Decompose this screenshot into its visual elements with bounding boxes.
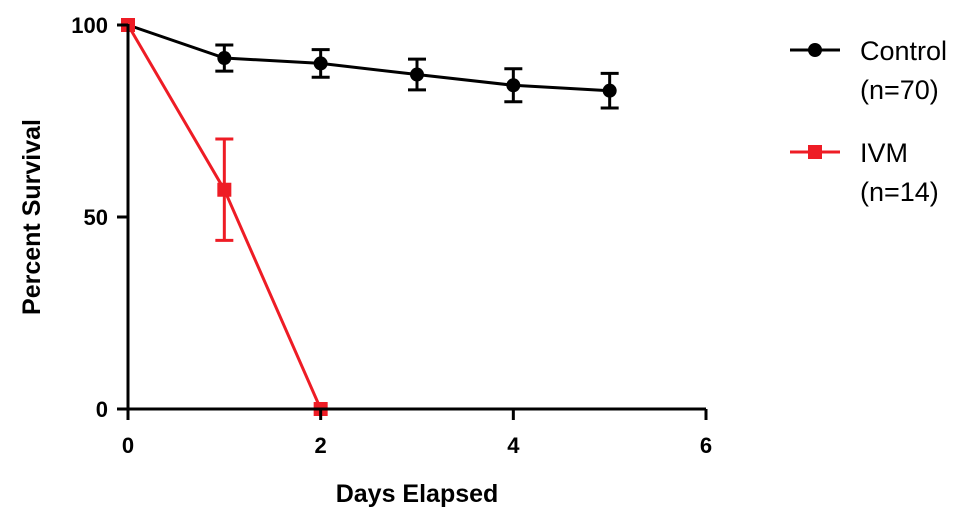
legend-sublabel-1: (n=14) [860, 177, 939, 207]
x-tick-label-0: 0 [122, 433, 134, 458]
series-1-point-1 [217, 182, 232, 197]
legend-label-1: IVM [860, 138, 908, 168]
legend-marker-1 [808, 145, 822, 159]
y-tick-label-2: 100 [71, 13, 108, 38]
x-axis-title: Days Elapsed [336, 480, 499, 508]
legend-label-0: Control [860, 36, 947, 66]
legend-entry-1: IVM (n=14) [790, 138, 939, 207]
legend: Control (n=70) IVM (n=14) [790, 36, 947, 207]
series-0-point-3 [410, 67, 424, 82]
series-0 [121, 18, 619, 110]
x-tick-label-1: 2 [315, 433, 327, 458]
series-0-point-2 [313, 56, 328, 71]
series-0-point-5 [602, 83, 617, 98]
x-tick-label-3: 6 [700, 433, 712, 458]
y-axis-title: Percent Survival [18, 119, 46, 315]
series-0-point-4 [506, 78, 521, 93]
x-tick-label-2: 4 [507, 433, 520, 458]
plot-area [121, 18, 619, 416]
y-tick-label-0: 0 [96, 397, 108, 422]
legend-marker-0 [808, 43, 822, 57]
series-0-line [127, 23, 610, 93]
legend-entry-0: Control (n=70) [790, 36, 947, 105]
ticks: 0 2 4 6 0 50 100 [71, 13, 712, 458]
series-1 [121, 18, 328, 416]
y-tick-label-1: 50 [84, 205, 108, 230]
legend-sublabel-0: (n=70) [860, 75, 939, 105]
series-0-point-1 [217, 51, 232, 66]
